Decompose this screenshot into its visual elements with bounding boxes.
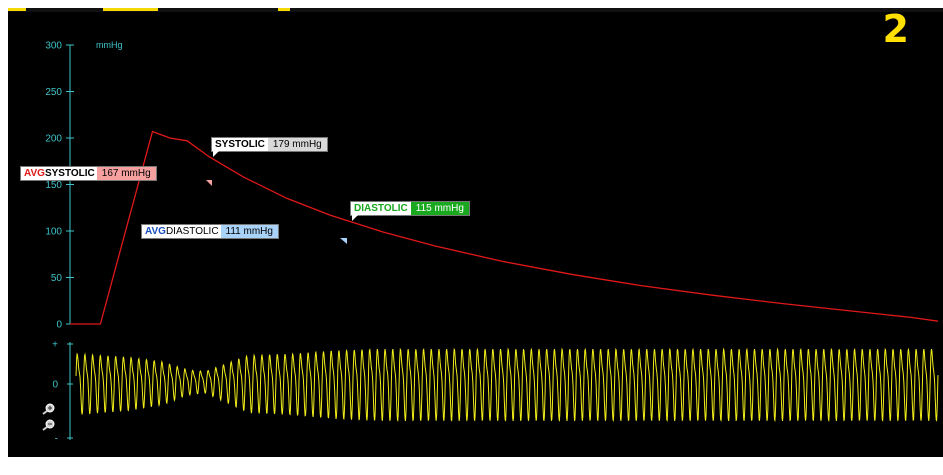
avg-systolic-callout-tail [206,180,212,186]
diastolic-callout-tail [352,215,358,221]
pressure-unit-label: mmHg [96,40,123,50]
avg-systolic-callout: AVGSYSTOLIC 167 mmHg [20,166,157,181]
avg-diastolic-callout: AVGDIASTOLIC 111 mmHg [141,224,279,239]
pressure-tick-label: 200 [45,134,62,145]
page-number: 2 [882,8,909,51]
systolic-label: SYSTOLIC [212,138,268,151]
diastolic-value: 115 mmHg [410,202,469,215]
zoom-in-icon[interactable] [42,403,56,415]
pressure-curve [70,130,939,325]
pressure-tick-label: 300 [45,41,62,52]
avg-diastolic-callout-tail [340,238,347,244]
avg-systolic-label: SYSTOLIC [44,168,95,179]
pressure-tick-label: 250 [45,87,62,98]
diastolic-label: DIASTOLIC [351,202,411,215]
avg-diastolic-value: 111 mmHg [220,225,278,238]
systolic-callout-tail [213,151,219,157]
oscillation-tick-label: - [55,434,58,445]
pressure-tick-label: 100 [45,227,62,238]
monitor-screen: 2 0 50 100 150 200 250 300 mmHg +0 - SYSTOLIC 179… [8,8,943,457]
avg-systolic-value: 167 mmHg [96,167,156,180]
pressure-tick-label: 150 [45,180,62,191]
oscillation-tick-label: 0 [52,380,58,391]
oscillation-tick-label: + [52,340,58,351]
pressure-chart: 0 50 100 150 200 250 300 mmHg +0 - [45,40,939,445]
avg-diastolic-prefix: AVG [145,226,166,237]
diastolic-callout: DIASTOLIC 115 mmHg [350,201,470,216]
oscillation-waveform [75,347,939,423]
top-marker [8,8,26,11]
avg-diastolic-label: DIASTOLIC [165,226,219,237]
systolic-callout: SYSTOLIC 179 mmHg [211,137,328,152]
top-marker [103,8,158,11]
zoom-out-icon[interactable] [42,419,56,431]
avg-systolic-prefix: AVG [24,168,45,179]
pressure-tick-label: 0 [56,320,62,331]
systolic-value: 179 mmHg [267,138,327,151]
top-marker [278,8,290,11]
pressure-tick-label: 50 [51,273,63,284]
top-strip [8,8,943,12]
